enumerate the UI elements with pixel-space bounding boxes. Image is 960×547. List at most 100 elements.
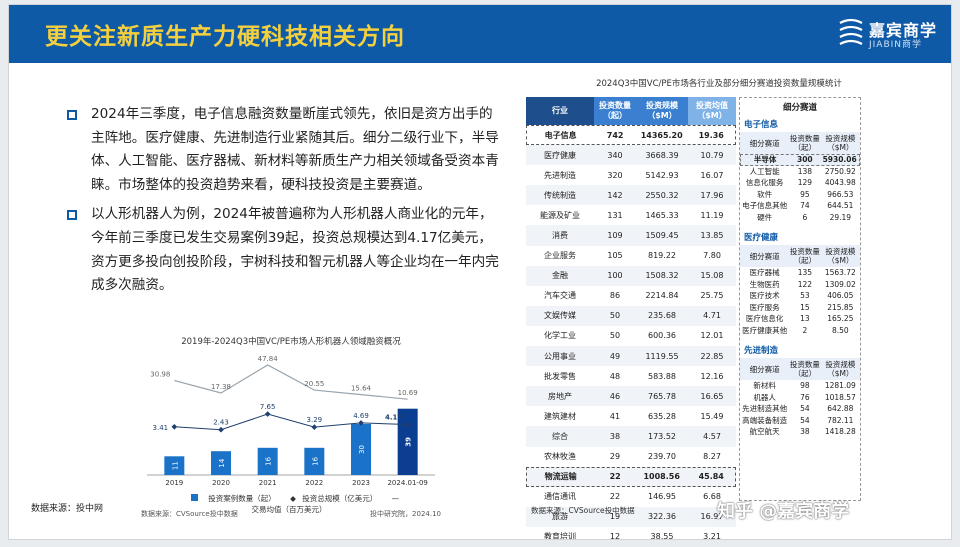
table-cell: 45.84	[698, 472, 724, 482]
table-cell: 135	[797, 268, 813, 278]
sub-table-header: 细分赛道 投资数量（起） 投资规模（$M）	[740, 358, 860, 380]
series-point-total	[171, 423, 178, 430]
sub-table-row: 半导体 300 5930.06	[740, 154, 860, 166]
table-cell: 1119.55	[645, 351, 679, 361]
table-row: 汽车交通 86 2214.84 25.75	[526, 286, 736, 306]
table-cell: 38	[800, 427, 810, 437]
table-cell: 54	[800, 404, 810, 414]
table-cell: 8.27	[703, 452, 721, 462]
table-cell: 340	[607, 150, 623, 160]
table-cell: 公用事业	[544, 351, 576, 361]
table-row: 批发零售 48 583.88 12.16	[526, 366, 736, 386]
data-label-average: 47.84	[258, 355, 279, 363]
x-tick-label: 2020	[212, 479, 230, 487]
table-cell: 1008.56	[643, 472, 680, 482]
bullet-text: 2024年三季度，电子信息融资数量断崖式领先，依旧是资方出手的主阵地。医疗健康、…	[91, 106, 499, 193]
table-cell: 5930.06	[822, 155, 857, 165]
header-cell: 细分赛道	[749, 138, 780, 148]
table-cell: 6	[802, 212, 808, 222]
table-cell: 782.11	[827, 415, 854, 425]
sub-table-row: 高端装备制造 54 782.11	[740, 415, 860, 427]
table-cell: 49	[609, 351, 621, 361]
square-bullet-icon	[67, 110, 77, 120]
table-cell: 1418.28	[824, 427, 856, 437]
chart-source: 数据来源：CVSource投中数据 投中研究院，2024.10	[141, 509, 441, 519]
header-cell: 投资数量（起）	[789, 360, 820, 378]
table-cell: 1309.02	[824, 279, 856, 289]
legend-label: 交易均值（百万美元）	[251, 505, 327, 514]
table-row: 传统制造 142 2550.32 17.96	[526, 185, 736, 206]
table-cell: 583.88	[648, 371, 676, 381]
sub-section: 医疗健康 细分赛道 投资数量（起） 投资规模（$M） 医疗器械 135 1563.72 生物医…	[740, 231, 860, 336]
table-cell: 建筑建材	[544, 411, 576, 421]
table-cell: 6.68	[703, 492, 721, 502]
legend-label: 投资总规模（亿美元）	[302, 494, 378, 503]
table-cell: 旅游	[552, 512, 568, 522]
table-row: 综合 38 173.52 4.57	[526, 426, 736, 447]
sub-table-row: 人工智能 138 2750.92	[740, 166, 860, 178]
chart-credit: 投中研究院，2024.10	[370, 510, 441, 518]
table-cell: 4.71	[703, 311, 721, 321]
table-cell: 76	[800, 392, 810, 402]
table-cell: 38	[609, 431, 621, 441]
bullet-text: 以人形机器人为例，2024年被普遍称为人形机器人商业化的元年，今年前三季度已发生…	[91, 206, 499, 294]
table-cell: 50	[609, 331, 621, 341]
table-cell: 1563.72	[824, 268, 856, 278]
table-source: 数据来源：CVSource投中数据	[531, 506, 635, 515]
table-cell: 4043.98	[824, 178, 856, 188]
table-cell: 能源及矿业	[540, 210, 580, 220]
table-cell: 635.28	[648, 411, 676, 421]
brand-logo: 嘉宾商学 JIABIN商学	[837, 15, 937, 55]
x-tick-label: 2022	[305, 479, 323, 487]
table-cell: 235.68	[648, 311, 676, 321]
table-cell: 19	[609, 512, 621, 522]
table-cell: 10.79	[700, 150, 724, 160]
x-tick-label: 2024.01-09	[387, 479, 427, 487]
table-cell: 765.78	[648, 391, 676, 401]
table-cell: 房地产	[548, 391, 572, 401]
table-cell: 19.36	[698, 130, 724, 140]
bar-label: 16	[311, 456, 319, 465]
table-cell: 406.05	[827, 291, 854, 301]
table-cell: 46	[609, 391, 621, 401]
table-cell: 15.08	[700, 271, 724, 281]
series-point-total	[311, 424, 318, 430]
table-cell: 医疗信息化	[745, 314, 784, 324]
table-cell: 医疗健康其他	[742, 325, 788, 335]
data-label-total: 2.43	[213, 419, 229, 427]
logo-subtext: JIABIN商学	[869, 40, 923, 50]
table-row: 物流运输 22 1008.56 45.84	[526, 466, 736, 487]
sub-table-row: 医疗技术 53 406.05	[740, 290, 860, 302]
table-cell: 企业服务	[544, 251, 576, 261]
table-cell: 汽车交通	[544, 291, 576, 301]
chart-title: 2019年-2024Q3中国VC/PE市场人形机器人领域融资概况	[181, 337, 401, 347]
table-cell: 1465.33	[645, 210, 679, 220]
table-cell: 8.50	[831, 325, 849, 335]
table-cell: 25.75	[700, 291, 724, 301]
table-cell: 320	[607, 170, 623, 180]
table-row: 建筑建材 41 635.28 15.49	[526, 406, 736, 426]
table-row: 农林牧渔 29 239.70 8.27	[526, 447, 736, 467]
table-cell: 300	[797, 155, 813, 165]
robot-funding-chart: 2019年-2024Q3中国VC/PE市场人形机器人领域融资概况 11 2019 1…	[141, 335, 441, 520]
table-cell: 165.25	[827, 314, 854, 324]
table-cell: 综合	[552, 431, 568, 441]
square-bullet-icon	[67, 210, 77, 221]
sub-table-row: 生物医药 122 1309.02	[740, 279, 860, 291]
table-cell: 29	[609, 452, 621, 462]
table-cell: 138	[797, 166, 813, 176]
bar-label: 39	[405, 437, 413, 447]
bar	[397, 408, 418, 475]
table-cell: 131	[607, 210, 623, 220]
table-cell: 41	[609, 411, 621, 421]
table-cell: 批发零售	[544, 371, 576, 381]
x-tick-label: 2023	[352, 479, 370, 487]
table-cell: 1508.32	[645, 271, 679, 281]
sub-section: 电子信息 细分赛道 投资数量（起） 投资规模（$M） 半导体 300 5930.06 人工智能…	[740, 118, 860, 223]
chart-legend: 投资案例数量（起） ◆ 投资总规模（亿美元） — 交易均值（百万美元）	[141, 493, 441, 515]
table-cell: 7.80	[703, 251, 721, 261]
table-row: 能源及矿业 131 1465.33 11.19	[526, 205, 736, 225]
table-cell: 74	[800, 201, 810, 211]
page-title: 更关注新质生产力硬科技相关方向	[45, 24, 405, 50]
table-cell: 医疗技术	[749, 291, 780, 301]
